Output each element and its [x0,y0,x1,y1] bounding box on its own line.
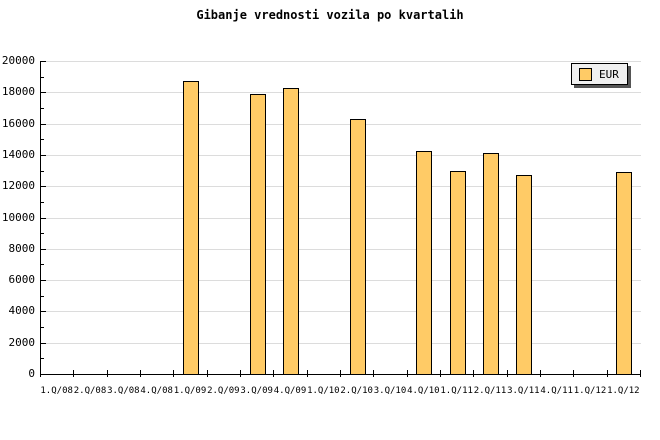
gridline-20000 [41,61,641,62]
y-axis-label-4000: 4000 [8,304,36,318]
gridline-18000 [41,92,641,94]
bar-6-3q09 [249,94,266,374]
y-tick-7000 [41,264,44,266]
y-tick-4000 [41,311,46,313]
x-axis-label-3q09: 3.Q/09 [240,386,273,396]
bar-7-4q09 [283,88,299,374]
x-axis-label-4q10: 4.Q/10 [407,386,440,396]
gridline-16000 [41,123,641,125]
x-axis-label-1q11: 1.Q/11 [440,386,473,396]
x-axis-label-2q11: 2.Q/11 [473,386,507,396]
y-axis-label-16000: 16000 [1,116,35,130]
gridline-12000 [41,186,641,188]
x-axis-label-3q10: 3.Q/10 [373,386,407,396]
y-tick-19000 [41,76,44,78]
x-tick-16 [573,370,574,377]
x-tick-11 [407,370,408,377]
y-tick-5000 [41,295,44,297]
x-tick-5 [207,370,208,377]
y-axis-label-10000: 10000 [1,210,35,224]
gridline-4000 [41,311,641,313]
x-tick-6 [240,370,241,377]
y-tick-14000 [41,154,46,156]
y-tick-6000 [41,280,46,282]
y-tick-3000 [41,327,44,329]
gridline-14000 [41,154,641,156]
y-axis-label-14000: 14000 [1,147,35,161]
x-tick-7 [273,370,274,377]
legend-box: EUR [571,63,628,85]
x-tick-1 [73,370,74,377]
x-tick-10 [373,370,374,377]
y-tick-2000 [41,342,46,344]
x-axis-label-2q09: 2.Q/09 [207,386,240,396]
y-axis-label-2000: 2000 [8,335,36,349]
x-axis-label-3q08: 3.Q/08 [107,386,140,396]
y-axis-label-18000: 18000 [1,85,35,99]
y-tick-17000 [41,107,44,109]
legend-label-eur: EUR [599,67,619,81]
x-axis-label-1q09: 1.Q/09 [173,386,207,396]
y-tick-9000 [41,233,44,235]
x-tick-0 [40,370,41,377]
x-axis-label-1q12: 1.Q/12 [607,386,640,396]
x-tick-12 [440,370,441,377]
gridline-6000 [41,280,641,282]
y-tick-18000 [41,92,46,94]
y-tick-20000 [41,61,46,62]
x-axis-label-1q08: 1.Q/08 [40,386,73,396]
x-tick-8 [307,370,308,377]
x-axis-label-3q11: 3.Q/11 [507,386,540,396]
y-axis-label-20000: 20000 [1,54,35,67]
plot-area [40,61,641,375]
x-tick-13 [473,370,474,377]
x-axis-label-1q10: 1.Q/10 [307,386,340,396]
y-tick-15000 [41,139,44,141]
y-axis-label-12000: 12000 [1,179,35,193]
y-tick-8000 [41,248,46,250]
y-axis-label-8000: 8000 [8,241,36,255]
x-axis-label-2q10: 2.Q/10 [340,386,373,396]
x-axis-label-4q09: 4.Q/09 [273,386,307,396]
x-tick-18 [640,370,641,377]
x-tick-3 [140,370,141,377]
x-axis-label-4q11: 4.Q/11 [540,386,573,396]
bar-11-4q10 [416,151,433,374]
legend-swatch-eur [579,67,592,81]
y-axis-label-0: 0 [28,367,35,380]
x-tick-9 [340,370,341,377]
chart-title: Gibanje vrednosti vozila po kvartalih [196,8,464,22]
x-tick-4 [173,370,174,377]
y-tick-16000 [41,123,46,125]
y-tick-10000 [41,217,46,219]
bar-9-2q10 [349,119,366,374]
x-tick-2 [107,370,108,377]
x-tick-15 [540,370,541,377]
y-tick-13000 [41,170,44,172]
y-tick-1000 [41,358,44,360]
x-axis-label-2q08: 2.Q/08 [73,386,107,396]
bar-14-3q11 [516,175,533,374]
bar-4-1q09 [183,81,199,374]
x-tick-14 [507,370,508,377]
bar-13-2q11 [483,153,499,374]
gridline-2000 [41,342,641,344]
gridline-8000 [41,248,641,250]
y-axis-label-6000: 6000 [8,273,36,287]
bar-12-1q11 [449,171,466,374]
x-tick-17 [607,370,608,377]
x-axis-label-4q08: 4.Q/08 [140,386,173,396]
gridline-10000 [41,217,641,219]
x-axis-label-1q12: 1.Q/12 [573,386,607,396]
y-tick-12000 [41,186,46,188]
y-tick-11000 [41,201,44,203]
bar-17-1q12 [616,172,633,374]
